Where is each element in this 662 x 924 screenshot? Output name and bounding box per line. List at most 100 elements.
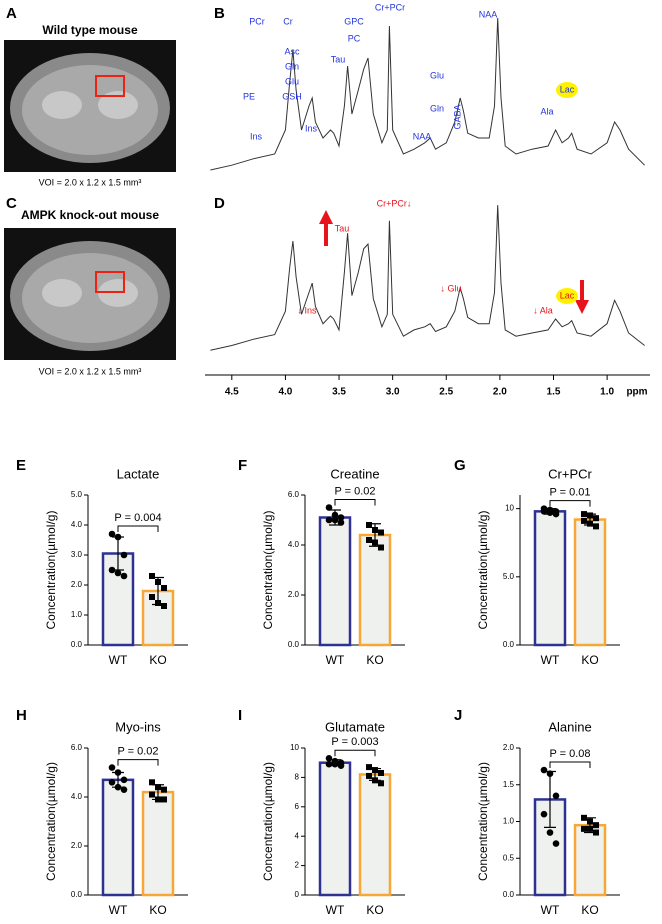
p-value: P = 0.003 xyxy=(331,736,378,748)
data-point xyxy=(540,766,548,774)
significance-bracket xyxy=(334,749,376,757)
peak-label: NAA xyxy=(413,131,432,141)
peak-label: ↓ Ala xyxy=(533,305,553,315)
chart-title: Cr+PCr xyxy=(548,466,592,481)
peak-label: Ins xyxy=(305,123,318,133)
significance-bracket xyxy=(549,500,591,507)
change-arrow xyxy=(319,210,589,314)
data-point xyxy=(120,786,128,793)
data-point xyxy=(337,519,345,526)
x-tick-label: WT xyxy=(109,903,128,917)
data-point xyxy=(587,818,593,825)
y-tick-label: 6.0 xyxy=(71,743,83,752)
x-tick-label: KO xyxy=(581,903,598,917)
data-point xyxy=(325,760,333,768)
peak-label: Cr xyxy=(283,16,293,26)
x-tick-label: WT xyxy=(541,653,560,667)
x-tick-label: 2.0 xyxy=(493,387,507,398)
data-point xyxy=(325,504,333,511)
panel-label: A xyxy=(6,5,17,22)
data-point xyxy=(120,572,128,580)
significance-bracket xyxy=(117,525,159,532)
p-value: P = 0.02 xyxy=(334,485,375,497)
mri-image xyxy=(4,40,176,172)
data-point xyxy=(155,784,161,791)
bar xyxy=(141,790,175,897)
data-point xyxy=(120,776,128,784)
data-point xyxy=(552,792,560,800)
data-point xyxy=(372,527,378,533)
peak-label: NAA xyxy=(479,9,498,19)
data-point xyxy=(325,754,333,762)
panel-label: C xyxy=(6,195,17,212)
y-tick-label: 6.0 xyxy=(288,490,300,499)
chart-title: Lactate xyxy=(117,466,160,481)
data-point xyxy=(593,822,599,829)
y-tick-label: 10 xyxy=(290,743,299,752)
x-tick-label: 1.5 xyxy=(547,387,561,398)
panel-label: G xyxy=(454,457,466,474)
panel-label: J xyxy=(454,707,462,724)
significance-bracket xyxy=(549,761,591,769)
x-tick-label: KO xyxy=(149,903,166,917)
bar xyxy=(101,778,135,897)
peak-label: ↓ Glu xyxy=(440,283,461,293)
bar xyxy=(533,510,567,647)
y-tick-label: 10 xyxy=(505,504,514,513)
p-value: P = 0.08 xyxy=(549,748,590,760)
peak-label: Glu xyxy=(430,70,444,80)
data-point xyxy=(149,573,155,579)
data-point xyxy=(331,511,339,519)
data-point xyxy=(149,791,155,798)
data-point xyxy=(372,777,378,784)
y-tick-label: 1.0 xyxy=(71,610,83,619)
y-tick-label: 8 xyxy=(295,773,300,782)
peak-label: Lac xyxy=(560,84,575,94)
data-point xyxy=(546,829,554,836)
data-point xyxy=(161,796,167,803)
panel-label: H xyxy=(16,707,27,724)
y-tick-label: 2.0 xyxy=(288,590,300,599)
panel-label: I xyxy=(238,707,242,724)
x-axis-label: ppm xyxy=(626,387,647,398)
x-tick-label: KO xyxy=(581,653,598,667)
x-tick-label: KO xyxy=(149,653,166,667)
data-point xyxy=(366,522,372,528)
significance-bracket xyxy=(334,499,376,506)
data-point xyxy=(108,566,116,574)
y-tick-label: 1.0 xyxy=(503,817,515,826)
y-tick-label: 0.0 xyxy=(503,890,515,899)
data-point xyxy=(546,770,554,778)
data-point xyxy=(337,762,345,769)
x-tick-label: WT xyxy=(541,903,560,917)
data-point xyxy=(331,516,339,524)
y-axis-label: Concentration(µmol/g) xyxy=(261,511,275,630)
data-point xyxy=(114,769,122,776)
peak-label: Asc xyxy=(284,46,300,56)
peak-label: Glu xyxy=(285,76,299,86)
data-point xyxy=(587,520,593,527)
peak-label: Gln xyxy=(285,61,299,71)
y-tick-label: 0 xyxy=(295,890,300,899)
spectrum-line xyxy=(210,205,645,351)
y-tick-label: 4 xyxy=(295,831,300,840)
data-point xyxy=(552,510,560,518)
peak-label: GSH xyxy=(282,91,302,101)
significance-bracket xyxy=(117,759,159,766)
mri-image xyxy=(4,228,176,360)
y-axis-label: Concentration(µmol/g) xyxy=(44,511,58,630)
x-tick-label: WT xyxy=(326,653,345,667)
y-axis-label: Concentration(µmol/g) xyxy=(476,511,490,630)
data-point xyxy=(372,767,378,774)
x-tick-label: KO xyxy=(366,653,383,667)
chart-title: Glutamate xyxy=(325,719,385,734)
y-axis-label: Concentration(µmol/g) xyxy=(261,762,275,881)
data-point xyxy=(540,508,548,515)
data-point xyxy=(581,825,587,832)
data-point xyxy=(331,760,339,768)
peak-label: PC xyxy=(348,33,361,43)
panel-label: D xyxy=(214,195,225,212)
data-point xyxy=(149,779,155,786)
data-point xyxy=(108,779,116,786)
data-point xyxy=(114,569,122,577)
